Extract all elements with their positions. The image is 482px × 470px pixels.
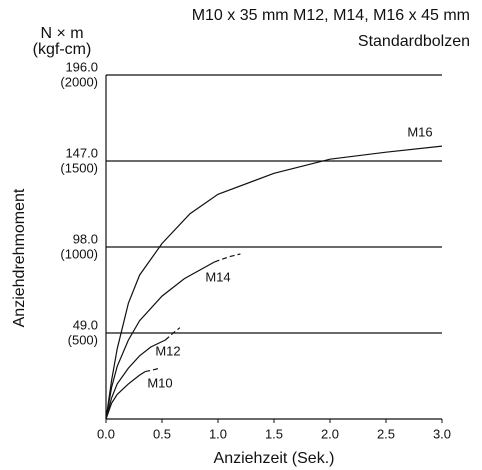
y-axis-label: Anziehdrehmoment bbox=[11, 188, 28, 327]
curve-dashed bbox=[164, 327, 181, 341]
y-tick-label: 98.0 bbox=[73, 231, 98, 246]
series-label: M12 bbox=[155, 343, 180, 358]
curve-dashed bbox=[145, 367, 160, 373]
y-tick-label-secondary: (1500) bbox=[60, 160, 98, 175]
curve bbox=[105, 339, 166, 420]
y-tick-label: 196.0 bbox=[65, 59, 98, 74]
y-tick-label-secondary: (500) bbox=[68, 332, 98, 347]
curve bbox=[105, 371, 146, 420]
x-tick-label: 2.0 bbox=[321, 426, 339, 441]
y-unit: N × m bbox=[40, 25, 83, 42]
y-tick-label: 147.0 bbox=[65, 145, 98, 160]
x-axis-label: Anziehzeit (Sek.) bbox=[214, 450, 335, 467]
series-label: M10 bbox=[147, 375, 172, 390]
y-unit-secondary: (kgf-cm) bbox=[33, 41, 92, 58]
chart-subtitle: Standardbolzen bbox=[358, 33, 470, 50]
curve bbox=[105, 261, 215, 420]
curve-dashed bbox=[214, 253, 241, 263]
chart-title: M10 x 35 mm M12, M14, M16 x 45 mm bbox=[192, 7, 470, 24]
y-tick-label-secondary: (2000) bbox=[60, 74, 98, 89]
x-tick-label: 3.0 bbox=[433, 426, 451, 441]
x-tick-label: 0.5 bbox=[153, 426, 171, 441]
curve bbox=[105, 145, 443, 420]
x-tick-label: 0.0 bbox=[97, 426, 115, 441]
y-tick-label-secondary: (1000) bbox=[60, 246, 98, 261]
x-tick-label: 2.5 bbox=[377, 426, 395, 441]
x-tick-label: 1.5 bbox=[265, 426, 283, 441]
series-label: M14 bbox=[205, 269, 230, 284]
series-label: M16 bbox=[407, 124, 432, 139]
y-tick-label: 49.0 bbox=[73, 317, 98, 332]
x-tick-label: 1.0 bbox=[209, 426, 227, 441]
